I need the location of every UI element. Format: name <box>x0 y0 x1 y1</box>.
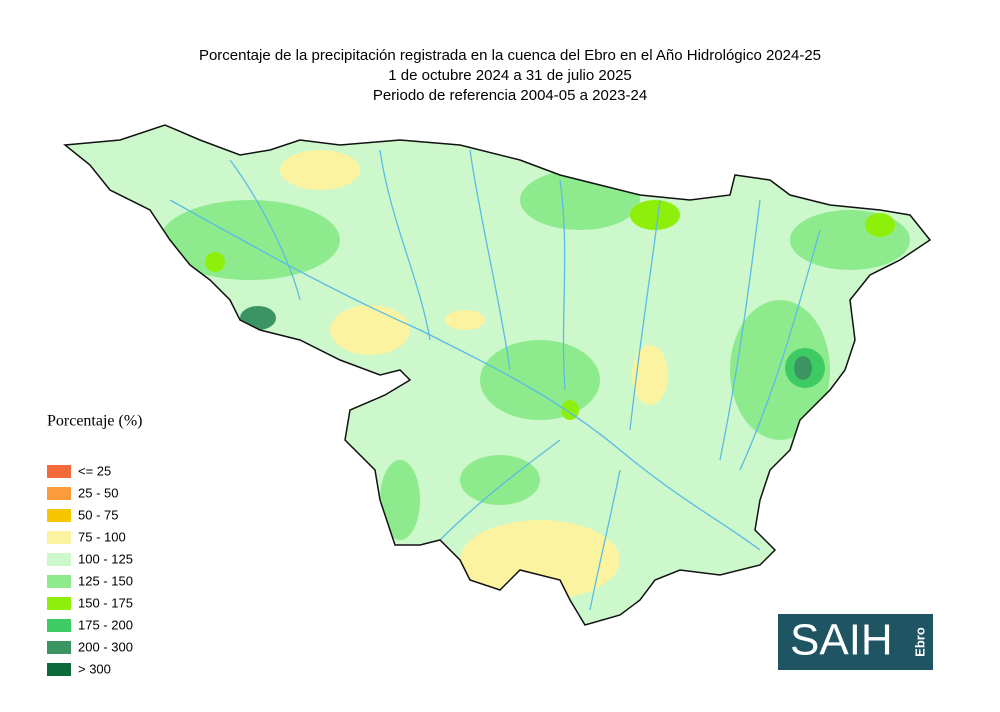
title-line: Porcentaje de la precipitación registrad… <box>199 47 821 64</box>
legend-label: 150 - 175 <box>78 595 133 610</box>
legend-swatch <box>47 487 71 500</box>
legend-label: 25 - 50 <box>78 485 118 500</box>
basin-map <box>65 125 930 625</box>
title-line: 1 de octubre 2024 a 31 de julio 2025 <box>388 67 632 84</box>
legend-label: 75 - 100 <box>78 529 126 544</box>
legend-swatch <box>47 575 71 588</box>
legend-label: 175 - 200 <box>78 617 133 632</box>
legend: <= 25 25 - 50 50 - 75 75 - 100 100 - 125 125 … <box>47 463 133 676</box>
legend-label: > 300 <box>78 661 111 676</box>
legend-label: 200 - 300 <box>78 639 133 654</box>
legend-label: 50 - 75 <box>78 507 118 522</box>
legend-swatch <box>47 553 71 566</box>
logo-main: SAIH <box>790 616 893 665</box>
legend-swatch <box>47 663 71 676</box>
legend-swatch <box>47 465 71 478</box>
legend-swatch <box>47 531 71 544</box>
title-line: Periodo de referencia 2004-05 a 2023-24 <box>373 87 647 104</box>
logo-sub: Ebro <box>912 627 927 657</box>
legend-label: <= 25 <box>78 463 111 478</box>
logo-box <box>778 614 933 670</box>
legend-swatch <box>47 641 71 654</box>
legend-swatch <box>47 619 71 632</box>
legend-swatch <box>47 597 71 610</box>
legend-title: Porcentaje (%) <box>47 413 143 430</box>
legend-label: 100 - 125 <box>78 551 133 566</box>
legend-label: 125 - 150 <box>78 573 133 588</box>
legend-swatch <box>47 509 71 522</box>
